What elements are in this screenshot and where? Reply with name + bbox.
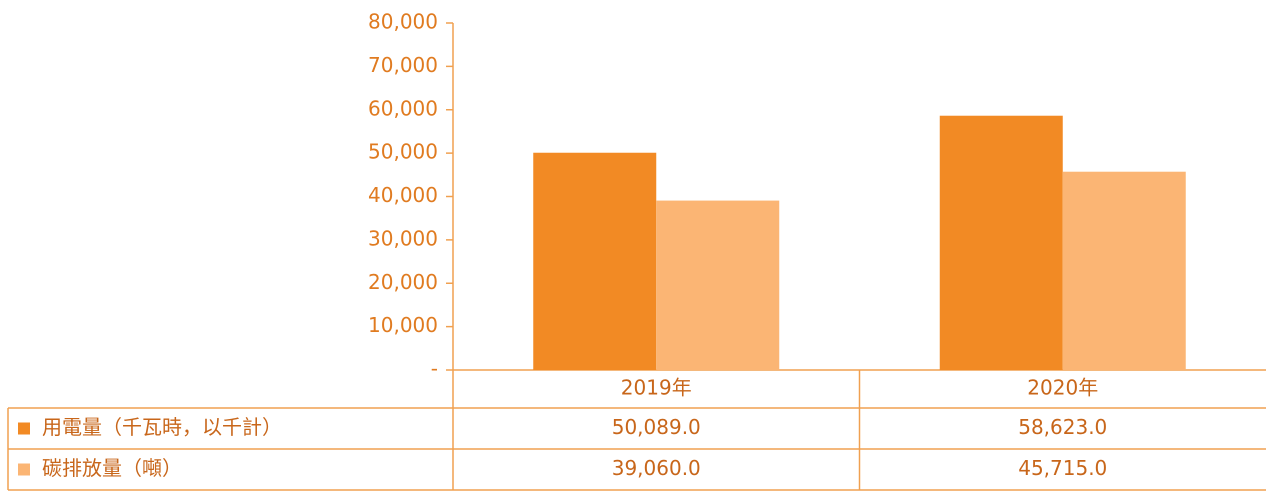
y-tick-label: 20,000 <box>368 270 438 294</box>
y-tick-label: - <box>431 357 438 381</box>
y-tick-label: 30,000 <box>368 226 438 250</box>
bar <box>656 200 780 370</box>
value-label: 50,089.0 <box>612 415 701 439</box>
bar <box>1062 171 1186 370</box>
value-label: 58,623.0 <box>1018 415 1107 439</box>
y-tick-label: 60,000 <box>368 96 438 120</box>
y-tick-label: 70,000 <box>368 53 438 77</box>
bar <box>533 152 657 370</box>
legend-swatch <box>18 463 30 476</box>
legend-swatch <box>18 422 30 435</box>
x-tick-label: 2020年 <box>1027 376 1098 400</box>
bar <box>939 115 1063 370</box>
value-label: 45,715.0 <box>1018 456 1107 480</box>
y-tick-label: 50,000 <box>368 140 438 164</box>
y-tick-label: 10,000 <box>368 313 438 337</box>
value-label: 39,060.0 <box>612 456 701 480</box>
legend-label: 碳排放量（噸） <box>42 456 182 480</box>
y-tick-label: 80,000 <box>368 10 438 34</box>
legend-label: 用電量（千瓦時，以千計） <box>42 415 282 439</box>
y-tick-label: 40,000 <box>368 183 438 207</box>
x-tick-label: 2019年 <box>621 376 692 400</box>
